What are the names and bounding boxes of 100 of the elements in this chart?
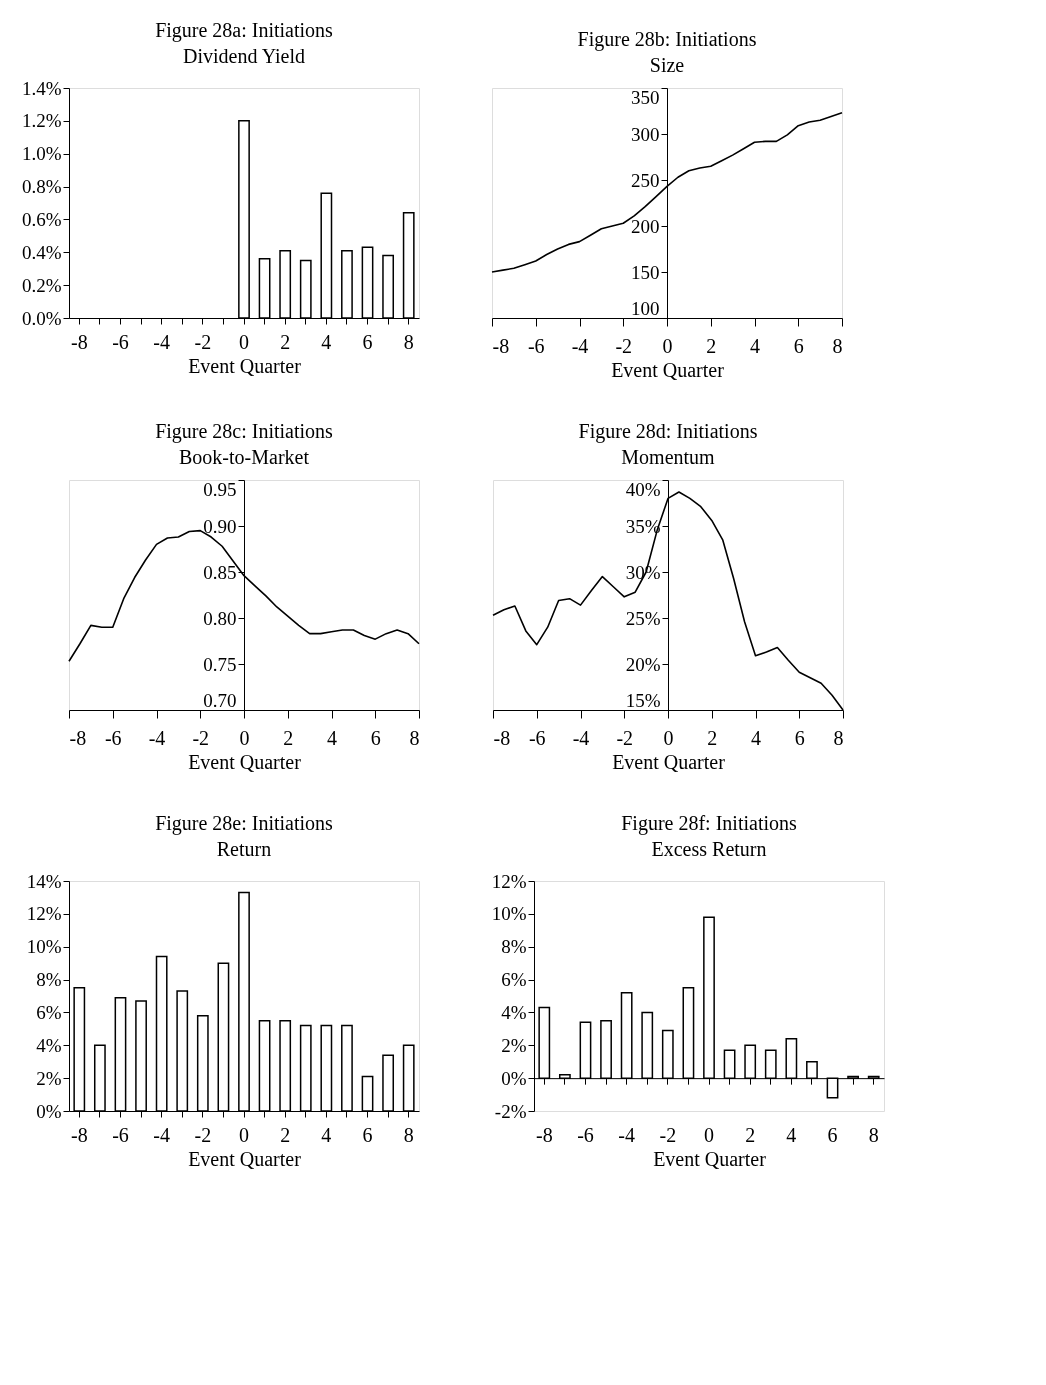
- y-tick-label: 150: [631, 261, 660, 283]
- x-tick-label: 0: [239, 1123, 249, 1146]
- x-tick-label: 8: [403, 1123, 414, 1146]
- y-tick-label: 4%: [501, 1001, 527, 1023]
- x-tick-label: 2: [707, 726, 718, 749]
- y-tick-label: 2%: [501, 1034, 527, 1056]
- x-tick-label: 2: [745, 1123, 756, 1146]
- x-tick-label: 2: [280, 1123, 291, 1146]
- chart-title: Figure 28f: Initiations: [621, 812, 797, 835]
- chart-title: Figure 28d: Initiations: [578, 419, 758, 443]
- x-tick-label: 2: [706, 334, 717, 357]
- x-tick-label: 0: [663, 726, 674, 749]
- x-tick-label: 4: [327, 726, 337, 749]
- y-tick-label: 100: [631, 297, 660, 319]
- y-tick-label: 0.80: [203, 607, 237, 629]
- x-tick-label: -8: [535, 1123, 553, 1146]
- chart-subtitle: Excess Return: [651, 838, 767, 860]
- y-tick-label: 0.95: [203, 478, 237, 500]
- y-tick-label: 8%: [501, 936, 527, 958]
- x-tick-label: 6: [793, 334, 804, 357]
- chart-subtitle: Dividend Yield: [182, 45, 306, 67]
- x-axis-title: Event Quarter: [188, 354, 302, 377]
- x-tick-label: -6: [112, 1123, 129, 1146]
- y-tick-label: 40%: [625, 478, 661, 500]
- x-tick-label: -4: [618, 1123, 635, 1146]
- x-tick-label: -8: [492, 334, 510, 357]
- x-tick-label: -6: [577, 1123, 594, 1146]
- x-tick-label: -2: [659, 1123, 677, 1146]
- y-tick-label: 14%: [26, 870, 62, 892]
- y-tick-label: 1.2%: [21, 110, 62, 132]
- x-tick-label: -6: [527, 334, 545, 357]
- x-tick-label: -6: [528, 726, 546, 749]
- y-tick-label: 0.70: [203, 689, 237, 711]
- x-tick-label: 4: [751, 726, 761, 749]
- x-tick-label: -8: [493, 726, 511, 749]
- x-tick-label: -8: [69, 726, 87, 749]
- y-tick-label: 15%: [625, 689, 661, 711]
- x-tick-label: -4: [148, 726, 166, 749]
- x-tick-label: 8: [833, 726, 844, 749]
- y-tick-label: 20%: [625, 653, 661, 675]
- x-tick-label: 2: [280, 330, 291, 353]
- x-tick-label: -2: [616, 726, 634, 749]
- x-tick-label: -4: [571, 334, 589, 357]
- x-tick-label: -6: [104, 726, 122, 749]
- x-tick-label: 0: [239, 726, 250, 749]
- x-tick-label: 0: [239, 330, 249, 353]
- x-tick-label: 6: [362, 330, 373, 353]
- x-axis-title: Event Quarter: [611, 358, 725, 381]
- x-tick-label: 8: [868, 1123, 879, 1146]
- y-tick-label: 6%: [36, 1001, 62, 1023]
- y-tick-label: 8%: [36, 969, 62, 991]
- y-tick-label: 25%: [625, 607, 661, 629]
- y-tick-label: 0%: [501, 1067, 527, 1089]
- y-tick-label: 10%: [491, 903, 527, 925]
- x-tick-label: -2: [194, 330, 212, 353]
- x-tick-label: -6: [112, 330, 129, 353]
- x-tick-label: 6: [794, 726, 805, 749]
- x-tick-label: 4: [750, 334, 760, 357]
- x-tick-label: -2: [192, 726, 210, 749]
- y-tick-label: 4%: [36, 1034, 62, 1056]
- x-tick-label: 2: [283, 726, 294, 749]
- x-tick-label: -2: [615, 334, 633, 357]
- chart-subtitle: Momentum: [621, 445, 716, 468]
- x-tick-label: 8: [403, 330, 414, 353]
- x-tick-label: 8: [409, 726, 420, 749]
- x-tick-label: 6: [370, 726, 381, 749]
- x-tick-label: 6: [362, 1123, 373, 1146]
- x-tick-label: 0: [662, 334, 673, 357]
- x-tick-label: 4: [321, 1123, 332, 1146]
- y-tick-label: 2%: [36, 1067, 62, 1089]
- y-tick-label: 12%: [26, 903, 62, 925]
- x-tick-label: -4: [153, 1123, 170, 1146]
- y-tick-label: 0.8%: [21, 176, 62, 198]
- chart-title: Figure 28c: Initiations: [155, 419, 334, 443]
- x-axis-title: Event Quarter: [653, 1147, 767, 1170]
- x-tick-label: -2: [194, 1123, 212, 1146]
- y-tick-label: 1.0%: [21, 143, 62, 165]
- x-tick-label: 4: [321, 330, 332, 353]
- x-tick-label: -8: [70, 1123, 88, 1146]
- y-tick-label: -2%: [494, 1100, 527, 1122]
- y-tick-label: 6%: [501, 969, 527, 991]
- y-tick-label: 250: [631, 169, 660, 191]
- y-tick-label: 0.6%: [21, 208, 62, 230]
- y-tick-label: 10%: [26, 936, 62, 958]
- y-tick-label: 0.75: [203, 653, 237, 675]
- chart-subtitle: Size: [649, 53, 685, 76]
- chart-title: Figure 28b: Initiations: [577, 27, 757, 51]
- chart-title: Figure 28a: Initiations: [155, 19, 334, 42]
- x-axis-title: Event Quarter: [188, 1147, 302, 1170]
- x-axis-title: Event Quarter: [612, 750, 726, 773]
- chart-subtitle: Book-to-Market: [179, 445, 310, 468]
- chart-title: Figure 28e: Initiations: [155, 812, 334, 835]
- x-tick-label: 0: [704, 1123, 714, 1146]
- x-tick-label: -4: [572, 726, 590, 749]
- y-tick-label: 12%: [491, 870, 527, 892]
- chart-subtitle: Return: [216, 838, 272, 860]
- x-axis-title: Event Quarter: [188, 750, 302, 773]
- y-tick-label: 0.2%: [21, 274, 62, 296]
- x-tick-label: 6: [827, 1123, 838, 1146]
- y-tick-label: 0.4%: [21, 241, 62, 263]
